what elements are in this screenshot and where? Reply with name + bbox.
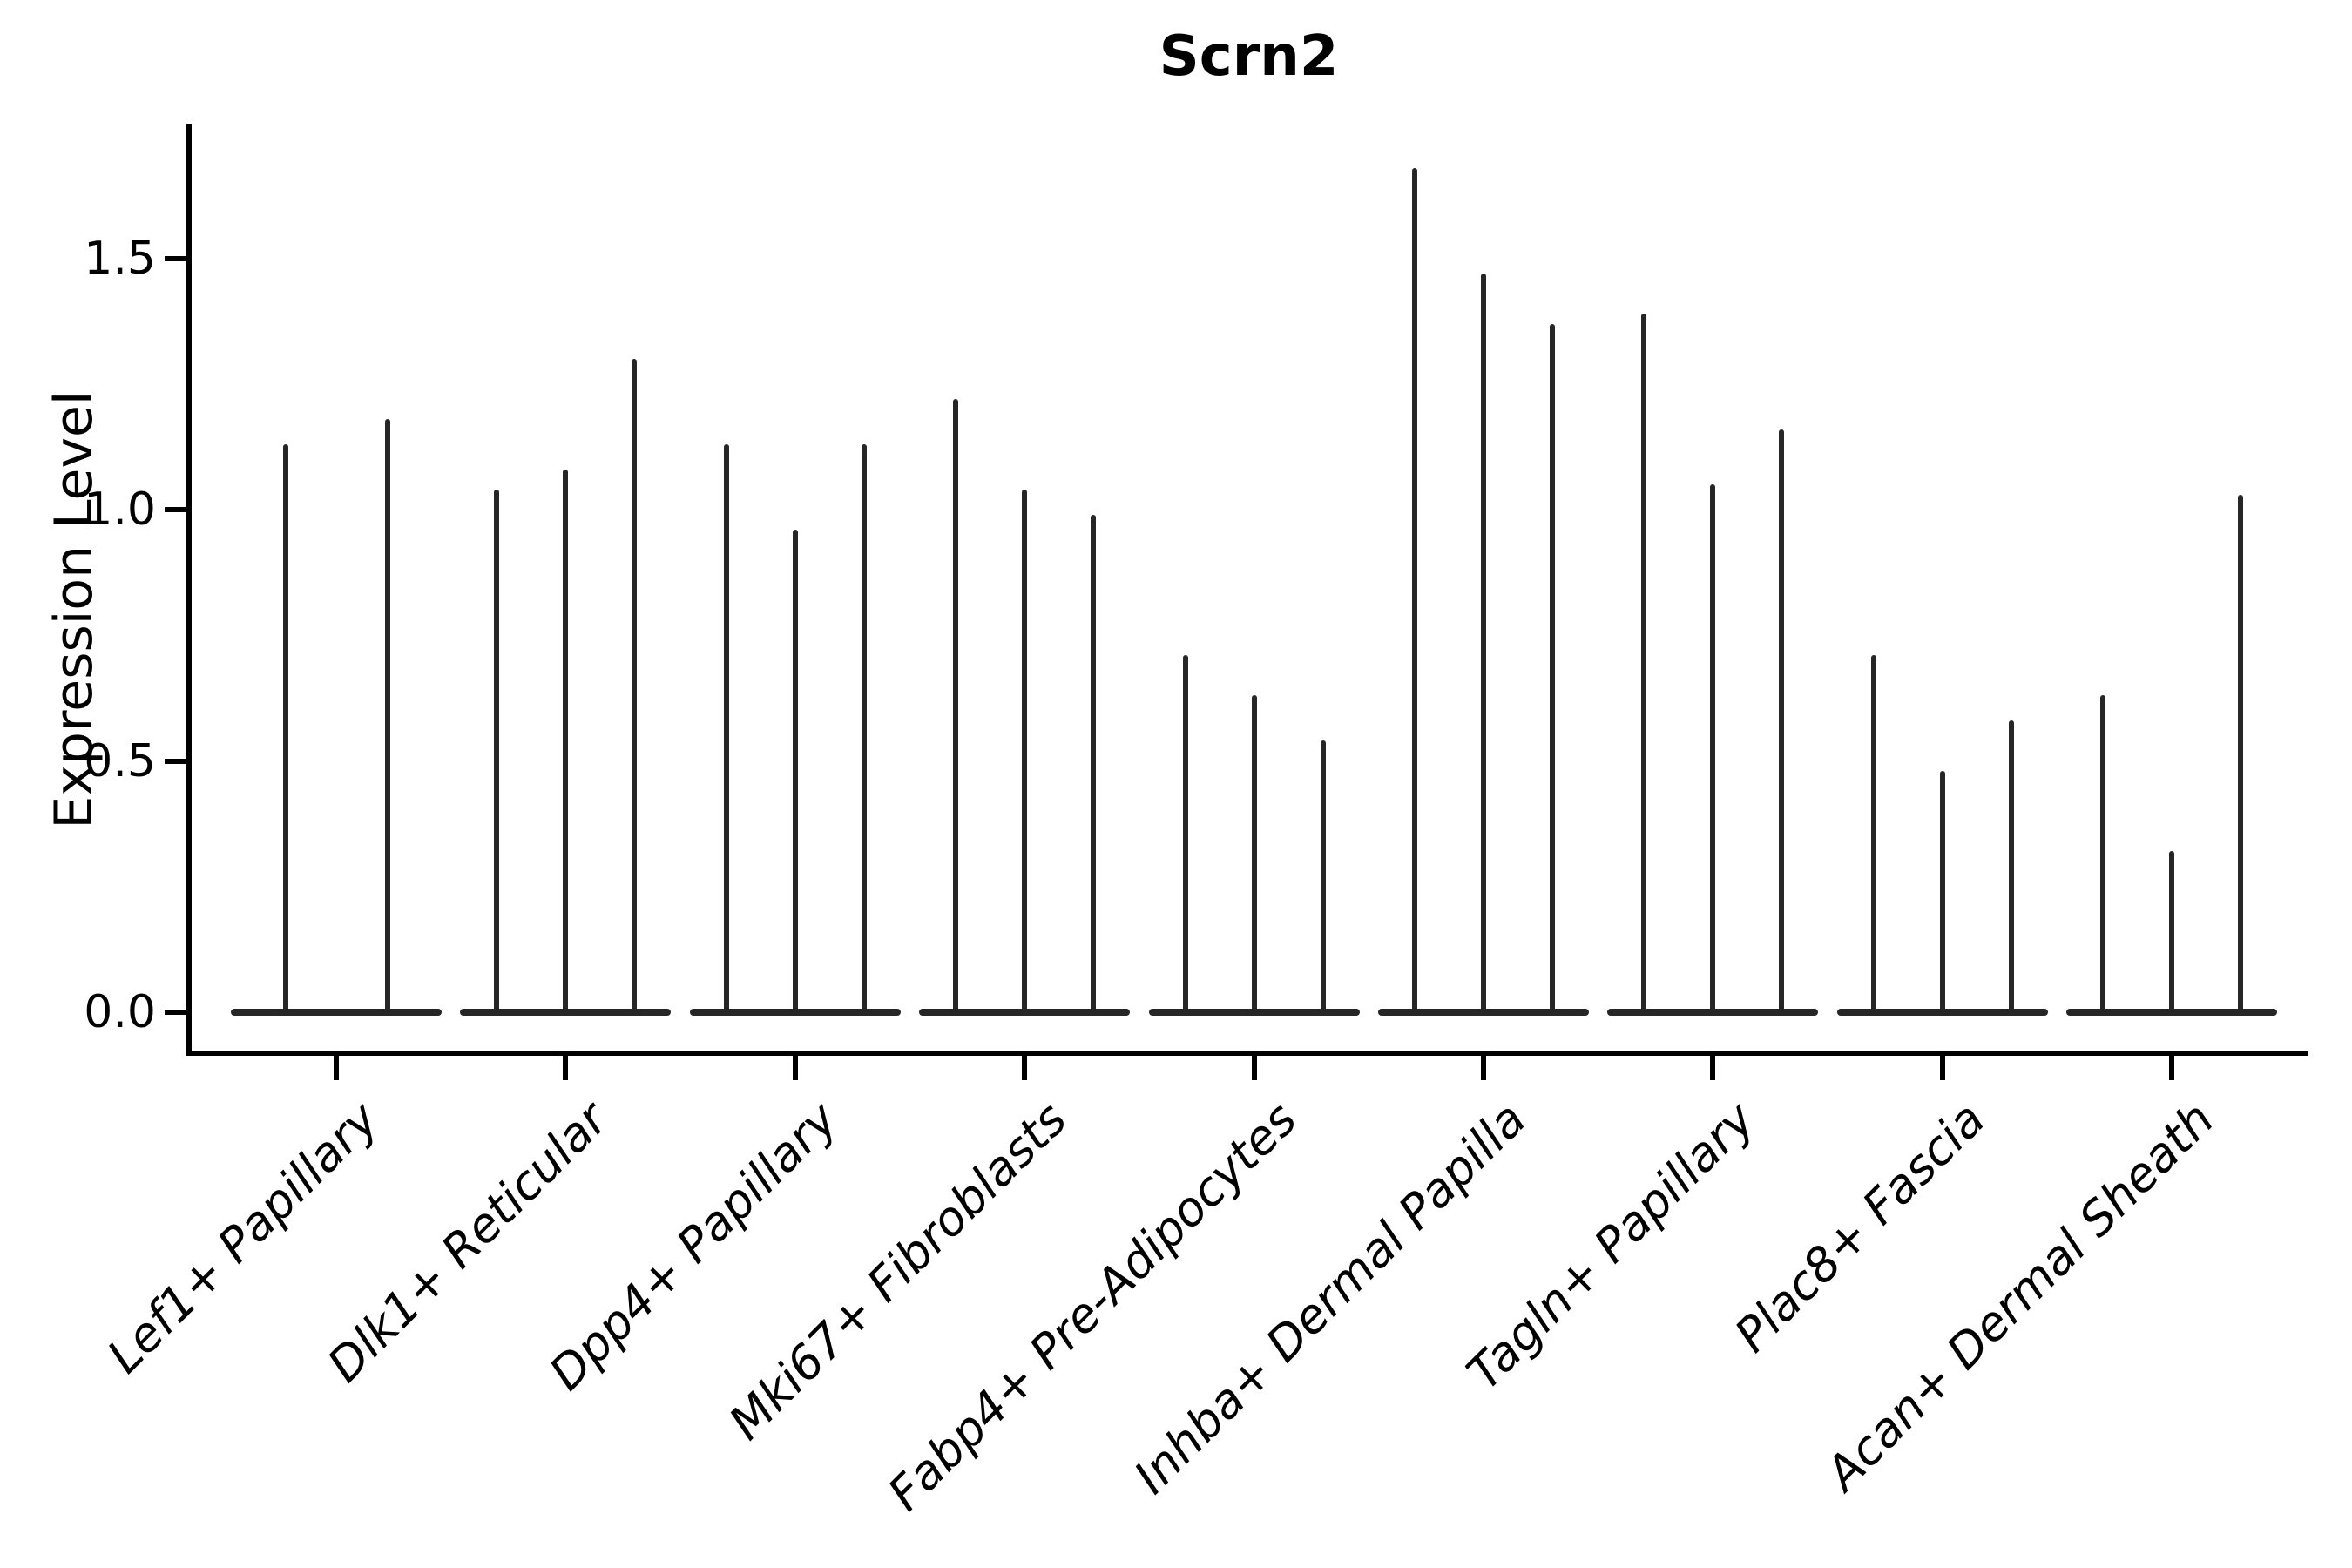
x-tick-label: Acan+ Dermal Sheath: [1815, 1092, 2225, 1501]
violin-spike: [861, 443, 867, 1016]
y-axis-spine: [186, 124, 192, 1053]
x-tick: [1710, 1056, 1716, 1080]
x-tick: [334, 1056, 339, 1080]
violin-spike: [2100, 695, 2106, 1016]
violin-spike: [632, 358, 638, 1016]
x-tick-label: Inhba+ Dermal Papilla: [1123, 1092, 1537, 1504]
violin-spike: [2238, 494, 2244, 1016]
violin-spike: [1481, 273, 1486, 1016]
violin-spike: [1412, 167, 1417, 1016]
x-tick: [1939, 1056, 1945, 1080]
x-tick: [563, 1056, 569, 1080]
violin-spike: [1320, 740, 1326, 1016]
violin-spike: [1641, 313, 1647, 1016]
violin-spike: [563, 469, 569, 1016]
x-tick: [2169, 1056, 2175, 1080]
violin-spike: [282, 443, 288, 1016]
y-tick: [165, 758, 189, 764]
y-tick: [165, 1010, 189, 1015]
y-tick: [165, 507, 189, 512]
y-tick-label: 1.5: [84, 232, 156, 285]
violin-spike: [1939, 771, 1945, 1016]
violin-spike: [1251, 695, 1257, 1016]
x-tick: [1022, 1056, 1028, 1080]
violin-spike: [1550, 323, 1555, 1016]
x-tick: [792, 1056, 798, 1080]
violin-spike: [953, 399, 959, 1016]
violin-spike: [1710, 484, 1716, 1016]
violin-spike: [792, 530, 798, 1016]
violin-spike: [723, 443, 729, 1016]
violin-spike: [384, 419, 390, 1016]
violin-spike: [2169, 851, 2175, 1016]
y-tick-label: 1.0: [84, 483, 156, 536]
violin-spike: [1022, 489, 1028, 1016]
violin-spike: [1182, 655, 1188, 1016]
violin-spike: [2008, 720, 2014, 1016]
violin-spike: [494, 489, 500, 1016]
chart-title: Scrn2: [1159, 24, 1339, 89]
x-tick-label: Fabp4+ Pre-Adipocytes: [876, 1092, 1308, 1522]
violin-spike: [1779, 429, 1785, 1016]
x-tick: [1251, 1056, 1257, 1080]
y-tick: [165, 255, 189, 261]
violin-base: [231, 1009, 442, 1016]
y-tick-label: 0.5: [84, 734, 156, 787]
x-tick: [1481, 1056, 1486, 1080]
y-tick-label: 0.0: [84, 986, 156, 1038]
violin-spike: [1091, 514, 1097, 1016]
violin-spike: [1870, 655, 1876, 1016]
x-axis-spine: [186, 1051, 2308, 1056]
